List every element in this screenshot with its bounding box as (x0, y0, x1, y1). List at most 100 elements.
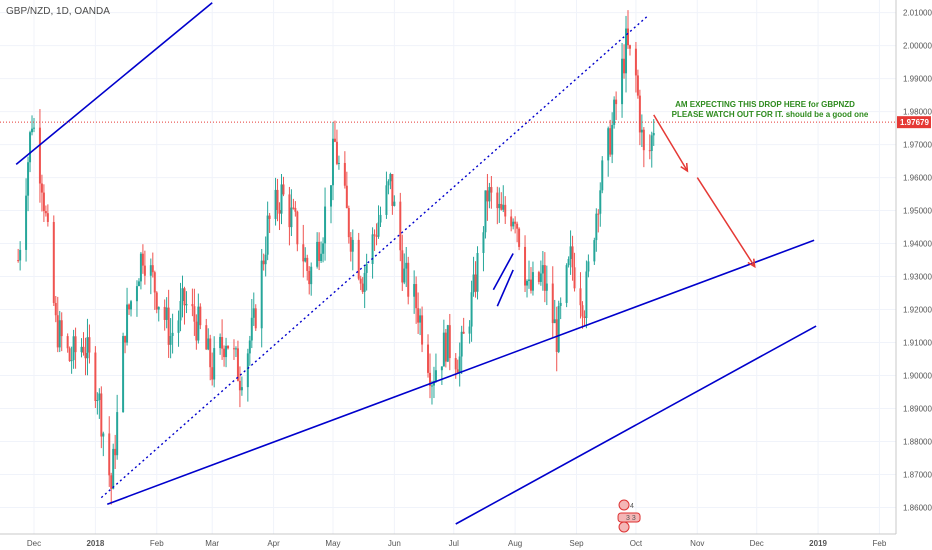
candle-body (126, 304, 129, 343)
x-tick-label: Feb (150, 539, 164, 548)
trendline (15, 2, 213, 165)
candle-body (642, 129, 645, 151)
candle-body (379, 214, 382, 223)
candle-body (446, 325, 449, 362)
x-tick-label: Jul (449, 539, 459, 548)
candle-body (407, 262, 410, 297)
candle-body (648, 150, 651, 152)
candle-body (167, 307, 170, 345)
candle-body (322, 243, 325, 254)
candle-body (278, 209, 281, 214)
candle-body (531, 272, 534, 291)
candle-body (320, 253, 323, 261)
candle-body (623, 58, 626, 74)
candle-body (541, 265, 544, 274)
candle-body (621, 58, 624, 105)
candle-body (640, 129, 643, 133)
candle-body (72, 336, 75, 361)
y-tick-label: 1.89000 (903, 405, 932, 414)
candle-body (625, 28, 628, 74)
candle-body (221, 337, 224, 349)
candle-body (310, 266, 313, 285)
candle-body (238, 380, 241, 391)
candle-body (94, 352, 97, 401)
candle-body (177, 320, 180, 333)
candle-body (427, 344, 430, 373)
x-axis: Dec 2018 Feb Mar Apr May Jun Jul Aug Sep Oct Nov Dec… (27, 539, 887, 548)
candle-body (100, 393, 103, 437)
candle-body (282, 184, 285, 195)
candle-body (510, 216, 513, 227)
candle-body (308, 270, 311, 285)
candle-body (393, 201, 396, 206)
candle-body (68, 348, 71, 361)
candle-body (373, 234, 376, 236)
candle-body (324, 206, 327, 244)
y-tick-label: 2.01000 (903, 9, 932, 18)
candle-body (490, 187, 493, 193)
candle-body (357, 239, 360, 279)
candle-body (42, 192, 45, 212)
candle-body (276, 189, 279, 210)
candle-body (248, 340, 251, 354)
candle-body (413, 284, 416, 297)
candle-body (486, 190, 489, 202)
candle-body (163, 306, 166, 320)
candle-body (60, 320, 63, 337)
candle-body (86, 337, 89, 359)
candle-body (122, 336, 125, 413)
price-label: 1.97679 (900, 118, 929, 127)
candle-body (227, 345, 230, 349)
candle-body (545, 283, 548, 291)
event-marker[interactable] (618, 521, 630, 533)
event-marker[interactable]: 3 3 (617, 512, 641, 523)
arrow-shaft (653, 114, 689, 172)
candle-body (476, 253, 479, 292)
trendline (492, 253, 514, 291)
candle-body (70, 360, 73, 362)
candle-body (432, 381, 435, 386)
candle-body (82, 346, 85, 353)
candle-body (337, 162, 340, 164)
candle-body (583, 316, 586, 318)
candle-body (500, 203, 503, 210)
candle-body (19, 249, 22, 261)
candle-body (405, 262, 408, 269)
candle-body (516, 223, 519, 229)
trendline (455, 325, 817, 525)
candle-body (149, 265, 152, 276)
candle-body (98, 393, 101, 401)
candle-body (240, 387, 243, 391)
y-tick-label: 1.91000 (903, 339, 932, 348)
candle-body (56, 315, 59, 348)
candle-body (634, 48, 637, 76)
candle-body (474, 274, 477, 292)
y-tick-label: 1.96000 (903, 174, 932, 183)
candle-body (391, 173, 394, 206)
arrow-head (747, 258, 756, 269)
candle-body (225, 345, 228, 358)
candle-body (543, 265, 546, 291)
candle-body (33, 127, 35, 129)
candle-body (266, 215, 269, 255)
candle-body (429, 372, 431, 386)
y-tick-label: 1.92000 (903, 306, 932, 315)
candle-body (417, 308, 420, 323)
candle-body (448, 325, 451, 359)
candle-body (211, 367, 214, 380)
candle-body (54, 302, 57, 316)
candle-body (193, 306, 196, 322)
candle-body (80, 346, 83, 353)
y-tick-label: 1.90000 (903, 372, 932, 381)
candle-body (264, 254, 267, 265)
candle-body (401, 250, 404, 283)
candle-body (462, 331, 465, 334)
event-marker[interactable]: 4 (618, 499, 634, 511)
y-tick-label: 1.97000 (903, 141, 932, 150)
candle-body (597, 213, 600, 215)
candle-body (157, 306, 160, 310)
candle-body (539, 273, 542, 282)
candle-body (333, 138, 336, 142)
candle-body (290, 207, 293, 228)
